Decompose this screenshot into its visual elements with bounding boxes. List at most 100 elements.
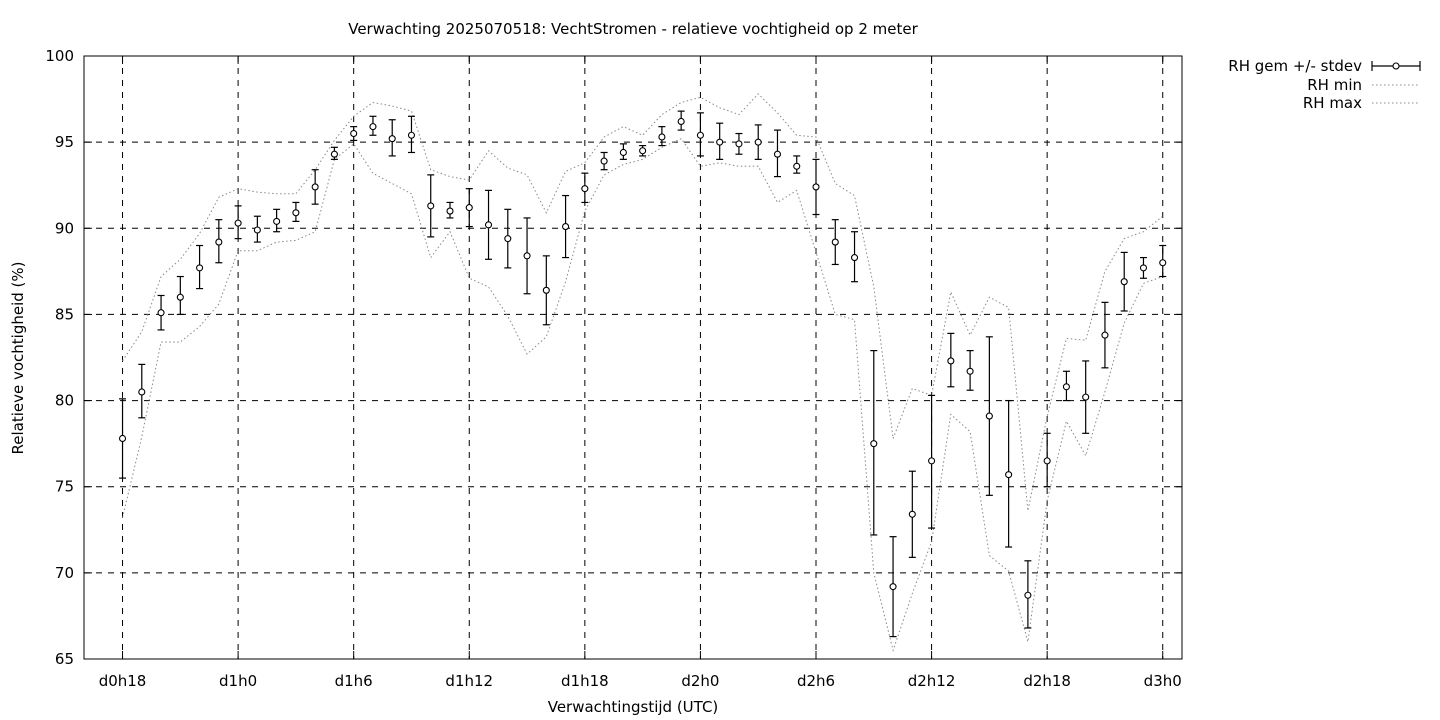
data-point [735,132,743,155]
mean-point [273,217,281,225]
series-rh-min-line [122,138,1163,653]
data-point [215,219,223,264]
mean-point [176,293,184,301]
mean-point [870,440,878,448]
mean-point [735,140,743,148]
data-point [716,122,724,160]
data-point [870,350,878,536]
legend-label-mean: RH gem +/- stdev [1228,57,1362,75]
mean-point [1005,471,1013,479]
data-point [1082,360,1090,434]
data-point [812,158,820,216]
data-point [947,332,955,388]
mean-point [1120,278,1128,286]
data-point [928,394,936,529]
mean-point [581,185,589,193]
data-point [754,124,762,160]
mean-point [1101,331,1109,339]
data-point [504,208,512,269]
data-point [292,201,300,222]
x-tick-label: d1h6 [335,672,373,690]
data-point [273,208,281,233]
data-point [562,194,570,259]
errorbar-layer [118,110,1167,638]
mean-point [350,129,358,138]
data-point [1159,244,1167,278]
legend-label-min: RH min [1307,76,1362,94]
data-point [831,219,839,266]
data-point [253,215,261,243]
data-point [1120,251,1128,312]
data-point [388,119,396,157]
mean-point [1043,457,1051,465]
mean-point [773,150,782,158]
data-point [581,172,589,204]
data-point [484,189,493,260]
series-rh-max-line [122,93,1164,511]
chart-title: Verwachting 2025070518: VechtStromen - r… [348,20,918,38]
data-point [793,155,801,174]
x-tick-label: d1h18 [561,672,609,690]
data-point [350,126,358,142]
data-point [1062,370,1070,402]
mean-point [1082,393,1090,401]
data-point [639,144,647,157]
data-point [407,115,416,154]
data-point [465,188,473,228]
data-point [234,205,242,240]
x-tick-label: d2h18 [1023,672,1071,690]
data-point [1005,399,1013,548]
envelope-layer [122,93,1164,653]
mean-point [928,457,936,465]
data-point [446,201,454,219]
y-tick-labels: 65 70 75 80 85 90 95 100 [45,47,74,668]
mean-point [619,148,627,157]
data-point [1101,301,1109,369]
data-point [369,115,377,136]
data-point [677,110,685,131]
x-tick-label: d1h12 [445,672,493,690]
data-point [1043,432,1051,488]
mean-point [292,209,300,217]
mean-point [157,309,165,317]
legend-swatch-mean [1371,61,1421,71]
mean-point [484,221,493,229]
mean-point [369,123,377,131]
data-point [658,126,666,147]
mean-point [504,235,512,243]
data-point [619,143,627,160]
mean-point [696,131,704,139]
mean-point [1159,259,1167,267]
y-tick-label: 85 [55,305,74,323]
mean-point [118,434,127,443]
legend-label-max: RH max [1303,94,1362,112]
x-tick-label: d3h0 [1144,672,1182,690]
mean-point [793,162,801,170]
mean-point [446,207,454,215]
data-point [330,146,338,160]
x-tick-label: d0h18 [99,672,147,690]
mean-point [253,226,261,234]
data-point [427,174,435,238]
mean-point [388,135,396,143]
mean-point [196,264,204,272]
data-point [1024,560,1032,629]
data-point [850,231,859,283]
data-point [176,275,184,316]
data-point [966,350,974,391]
mean-point [908,510,916,518]
y-tick-label: 70 [55,564,74,582]
mean-point [330,150,338,158]
data-point [138,363,146,419]
mean-point [947,357,955,365]
mean-point [658,133,666,141]
data-point [157,294,165,331]
data-point [311,169,319,205]
y-tick-label: 80 [55,392,74,410]
x-tick-label: d2h0 [681,672,719,690]
mean-point [523,252,531,260]
mean-point [407,131,416,139]
mean-point [754,138,762,146]
data-point [985,336,993,496]
